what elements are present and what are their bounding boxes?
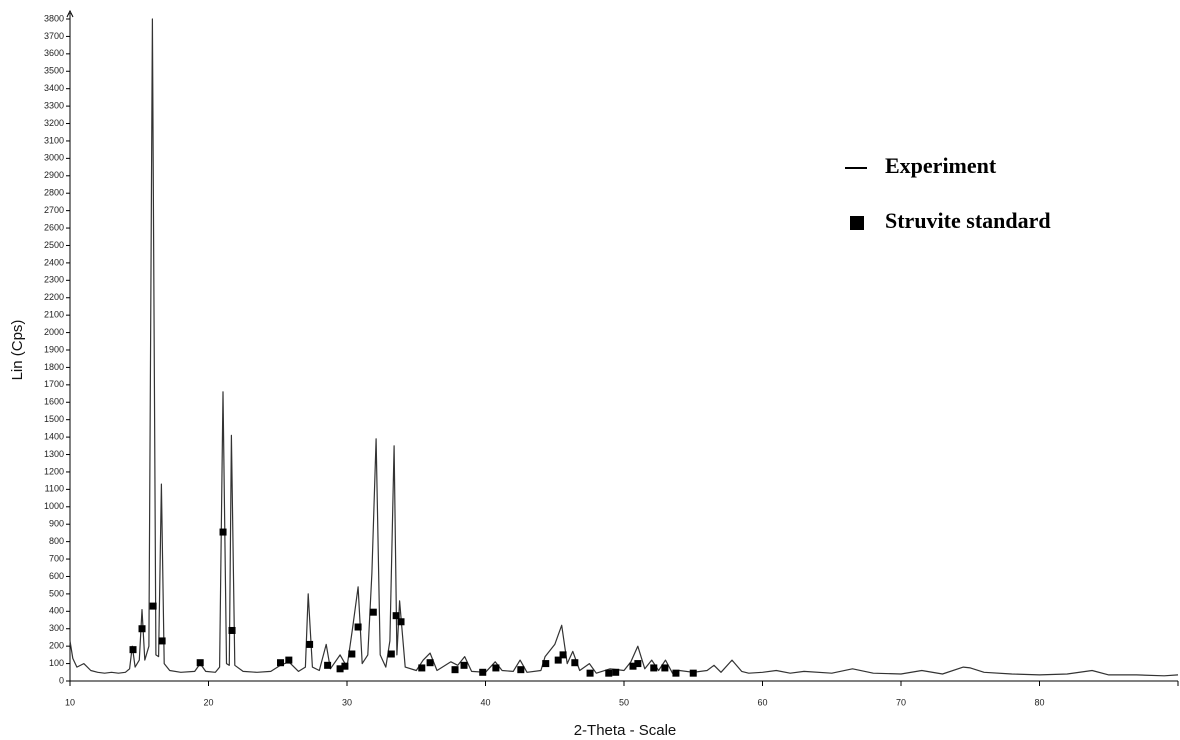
standard-marker: [285, 656, 293, 664]
standard-marker: [426, 659, 434, 667]
standard-marker: [392, 612, 400, 620]
y-tick-label: 800: [49, 536, 64, 546]
x-tick-label: 20: [203, 697, 213, 707]
standard-marker: [336, 665, 344, 673]
y-tick-label: 3700: [44, 31, 64, 41]
standard-marker: [129, 646, 137, 654]
standard-marker: [397, 618, 405, 626]
y-tick-label: 2500: [44, 240, 64, 250]
y-tick-label: 1400: [44, 431, 64, 441]
y-tick-label: 400: [49, 606, 64, 616]
y-tick-label: 700: [49, 553, 64, 563]
y-tick-label: 200: [49, 641, 64, 651]
y-tick-label: 2100: [44, 310, 64, 320]
standard-marker: [542, 660, 550, 668]
legend-marker: [850, 216, 864, 230]
y-tick-label: 2700: [44, 205, 64, 215]
y-tick-label: 2800: [44, 188, 64, 198]
y-tick-label: 1900: [44, 344, 64, 354]
x-axis-label: 2-Theta - Scale: [574, 722, 677, 739]
standard-marker: [341, 662, 349, 670]
standard-marker: [559, 651, 567, 659]
y-tick-label: 3400: [44, 83, 64, 93]
standard-marker: [460, 661, 468, 669]
standard-marker: [138, 625, 146, 633]
standard-marker: [196, 659, 204, 667]
y-tick-label: 1700: [44, 379, 64, 389]
standard-marker: [612, 668, 620, 676]
standard-marker: [149, 602, 157, 610]
y-tick-label: 300: [49, 623, 64, 633]
standard-marker: [634, 660, 642, 668]
y-tick-label: 500: [49, 588, 64, 598]
standard-marker: [661, 664, 669, 672]
y-tick-label: 2200: [44, 292, 64, 302]
y-tick-label: 3800: [44, 13, 64, 23]
x-tick-label: 70: [896, 697, 906, 707]
x-tick-label: 10: [65, 697, 75, 707]
x-tick-label: 80: [1034, 697, 1044, 707]
y-tick-label: 1100: [45, 484, 64, 494]
standard-marker: [228, 626, 236, 634]
y-tick-label: 1500: [44, 414, 64, 424]
y-tick-label: 3600: [44, 48, 64, 58]
standard-marker: [219, 528, 227, 536]
standard-marker: [571, 659, 579, 667]
standard-marker: [586, 669, 594, 677]
standard-marker: [354, 623, 362, 631]
legend-label: Struvite standard: [885, 208, 1051, 233]
y-tick-label: 1200: [44, 466, 64, 476]
y-tick-label: 2600: [44, 222, 64, 232]
y-axis-label: Lin (Cps): [9, 320, 26, 381]
x-tick-label: 40: [480, 697, 490, 707]
y-tick-label: 3000: [44, 153, 64, 163]
standard-marker: [689, 669, 697, 677]
experiment-line: [69, 18, 1179, 677]
y-tick-label: 3500: [44, 66, 64, 76]
standard-marker: [158, 637, 166, 645]
x-tick-label: 30: [342, 697, 352, 707]
y-tick-label: 2900: [44, 170, 64, 180]
standard-marker: [629, 662, 637, 670]
standard-marker: [479, 668, 487, 676]
standard-marker: [492, 664, 500, 672]
standard-marker: [324, 661, 332, 669]
y-tick-label: 1000: [44, 501, 64, 511]
y-tick-label: 2300: [44, 275, 64, 285]
standard-marker: [451, 666, 459, 674]
standard-marker: [672, 669, 680, 677]
standard-marker: [650, 664, 658, 672]
standard-marker: [277, 659, 285, 667]
y-tick-label: 100: [49, 658, 64, 668]
y-tick-label: 1600: [44, 397, 64, 407]
standard-marker: [306, 640, 314, 648]
standard-marker: [387, 650, 395, 658]
y-tick-label: 3200: [44, 118, 64, 128]
standard-marker: [517, 666, 525, 674]
y-tick-label: 1300: [44, 449, 64, 459]
y-tick-label: 900: [49, 519, 64, 529]
y-tick-label: 1800: [44, 362, 64, 372]
standard-marker: [348, 650, 356, 658]
standard-marker: [554, 656, 562, 664]
standard-marker: [369, 608, 377, 616]
standard-marker: [605, 669, 613, 677]
y-axis-arrow: [66, 9, 74, 18]
y-tick-label: 2000: [44, 327, 64, 337]
y-tick-label: 600: [49, 571, 64, 581]
standard-marker: [418, 664, 426, 672]
legend-label: Experiment: [885, 153, 997, 178]
x-tick-label: 50: [619, 697, 629, 707]
y-tick-label: 2400: [44, 257, 64, 267]
y-tick-label: 0: [59, 675, 64, 685]
y-tick-label: 3100: [44, 135, 64, 145]
x-tick-label: 60: [757, 697, 767, 707]
y-tick-label: 3300: [44, 100, 64, 110]
